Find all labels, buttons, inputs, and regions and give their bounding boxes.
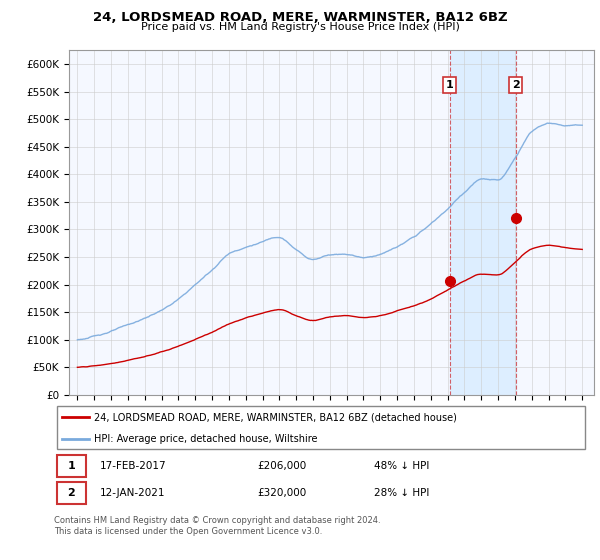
FancyBboxPatch shape	[56, 482, 86, 504]
Text: 12-JAN-2021: 12-JAN-2021	[100, 488, 165, 498]
Text: 17-FEB-2017: 17-FEB-2017	[100, 461, 166, 471]
FancyBboxPatch shape	[56, 406, 586, 450]
Text: £320,000: £320,000	[257, 488, 306, 498]
Text: 24, LORDSMEAD ROAD, MERE, WARMINSTER, BA12 6BZ: 24, LORDSMEAD ROAD, MERE, WARMINSTER, BA…	[92, 11, 508, 24]
Text: 2: 2	[512, 80, 520, 90]
Text: HPI: Average price, detached house, Wiltshire: HPI: Average price, detached house, Wilt…	[94, 435, 317, 444]
FancyBboxPatch shape	[56, 455, 86, 477]
Text: 2: 2	[67, 488, 75, 498]
Text: 24, LORDSMEAD ROAD, MERE, WARMINSTER, BA12 6BZ (detached house): 24, LORDSMEAD ROAD, MERE, WARMINSTER, BA…	[94, 412, 457, 422]
Text: £206,000: £206,000	[257, 461, 306, 471]
Text: 1: 1	[67, 461, 75, 471]
Bar	[449, 50, 515, 395]
Text: 48% ↓ HPI: 48% ↓ HPI	[374, 461, 430, 471]
Text: Contains HM Land Registry data © Crown copyright and database right 2024.
This d: Contains HM Land Registry data © Crown c…	[54, 516, 380, 536]
Text: 28% ↓ HPI: 28% ↓ HPI	[374, 488, 430, 498]
Text: Price paid vs. HM Land Registry's House Price Index (HPI): Price paid vs. HM Land Registry's House …	[140, 22, 460, 32]
Text: 1: 1	[446, 80, 454, 90]
